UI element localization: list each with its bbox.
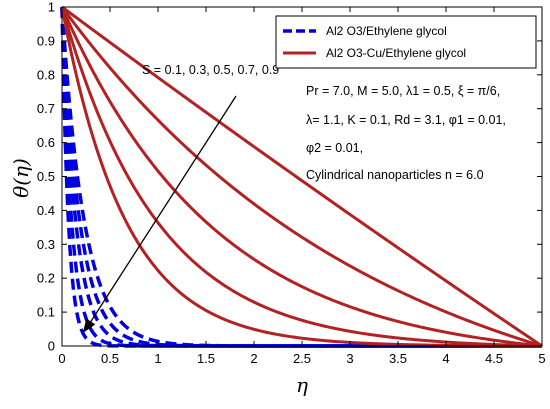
x-tick-label: 2	[250, 351, 257, 366]
params-line-3: φ2 = 0.01,	[306, 141, 363, 155]
y-tick-label: 1	[48, 0, 55, 15]
s-arrowhead	[83, 318, 96, 333]
s-values-annotation: S = 0.1, 0.3, 0.5, 0.7, 0.9	[142, 63, 279, 77]
y-tick-label: 0.4	[37, 203, 55, 218]
y-axis-title: θ(η)	[9, 158, 33, 198]
y-tick-label: 0.3	[37, 237, 55, 252]
x-tick-label: 5	[538, 351, 545, 366]
legend-label-alumina: Al2 O3/Ethylene glycol	[326, 24, 447, 38]
legend: Al2 O3/Ethylene glycol Al2 O3-Cu/Ethylen…	[275, 15, 537, 69]
params-line-2: λ= 1.1, K = 0.1, Rd = 3.1, φ1 = 0.01,	[306, 113, 506, 127]
hybrid-curve-s-0.3	[60, 6, 543, 348]
y-tick-label: 0	[48, 339, 55, 354]
params-line-4: Cylindrical nanoparticles n = 6.0	[306, 168, 484, 182]
x-tick-label: 1	[154, 351, 161, 366]
hybrid-curve-s-0.9	[61, 5, 543, 348]
ticks: 0 0.5 1 1.5 2 2.5 3 3.5 4 4.5 5 0 0.1 0.2 0.3 0.4 0.5 0.6…	[37, 0, 546, 366]
x-axis-title: η	[296, 373, 308, 397]
y-tick-label: 0.6	[37, 135, 55, 150]
y-tick-label: 0.1	[37, 305, 55, 320]
y-tick-label: 0.2	[37, 271, 55, 286]
x-tick-label: 3.5	[389, 351, 407, 366]
x-tick-label: 1.5	[197, 351, 215, 366]
y-tick-label: 0.5	[37, 169, 55, 184]
s-arrow	[87, 95, 237, 327]
y-tick-label: 0.7	[37, 101, 55, 116]
y-tick-label: 0.9	[37, 33, 55, 48]
x-tick-label: 0	[58, 351, 65, 366]
hybrid-curve-s-0.5	[60, 6, 543, 348]
x-tick-label: 2.5	[293, 351, 311, 366]
x-tick-label: 4.5	[485, 351, 503, 366]
params-line-1: Pr = 7.0, M = 5.0, λ1 = 0.5, ξ = π/6,	[306, 84, 500, 98]
x-tick-label: 3	[346, 351, 353, 366]
y-tick-label: 0.8	[37, 67, 55, 82]
legend-box	[275, 15, 537, 69]
x-tick-label: 0.5	[101, 351, 119, 366]
legend-label-hybrid: Al2 O3-Cu/Ethylene glycol	[326, 46, 466, 60]
hybrid-curve-s-0.7	[60, 6, 543, 348]
x-tick-label: 4	[442, 351, 449, 366]
